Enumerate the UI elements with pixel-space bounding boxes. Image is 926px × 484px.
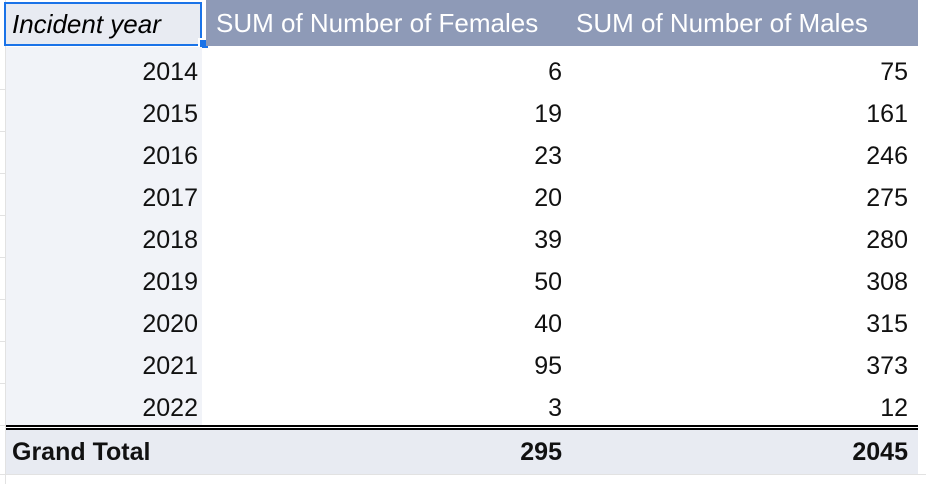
row-year-cell[interactable]: 2021 (6, 341, 202, 383)
row-year-cell[interactable]: 2022 (6, 383, 202, 425)
row-year-cell[interactable]: 2019 (6, 257, 202, 299)
row-males-cell[interactable]: 308 (570, 257, 908, 299)
header-incident-year[interactable]: Incident year (4, 2, 202, 46)
row-males-cell[interactable]: 280 (570, 215, 908, 257)
row-year-cell[interactable]: 2014 (6, 47, 202, 89)
row-females-cell[interactable]: 3 (206, 383, 562, 425)
grand-total-label[interactable]: Grand Total (12, 430, 150, 474)
row-males-cell[interactable]: 246 (570, 131, 908, 173)
row-females-cell[interactable]: 19 (206, 89, 562, 131)
row-males-cell[interactable]: 315 (570, 299, 908, 341)
row-year-cell[interactable]: 2015 (6, 89, 202, 131)
grand-total-row[interactable]: Grand Total 295 2045 (6, 430, 918, 474)
header-sum-males[interactable]: SUM of Number of Males (570, 0, 918, 46)
row-males-cell[interactable]: 75 (570, 47, 908, 89)
row-females-cell[interactable]: 39 (206, 215, 562, 257)
grand-total-males[interactable]: 2045 (570, 430, 908, 474)
row-year-cell[interactable]: 2016 (6, 131, 202, 173)
row-males-cell[interactable]: 161 (570, 89, 908, 131)
table-row[interactable]: 2014 6 75 (0, 47, 918, 89)
table-row[interactable]: 2015 19 161 (0, 89, 918, 131)
table-row[interactable]: 2016 23 246 (0, 131, 918, 173)
row-females-cell[interactable]: 50 (206, 257, 562, 299)
table-row[interactable]: 2021 95 373 (0, 341, 918, 383)
sheet-gridline (0, 474, 926, 475)
row-males-cell[interactable]: 275 (570, 173, 908, 215)
table-row[interactable]: 2022 3 12 (0, 383, 918, 425)
row-year-cell[interactable]: 2018 (6, 215, 202, 257)
grand-total-females[interactable]: 295 (206, 430, 562, 474)
row-females-cell[interactable]: 40 (206, 299, 562, 341)
table-row[interactable]: 2020 40 315 (0, 299, 918, 341)
row-year-cell[interactable]: 2020 (6, 299, 202, 341)
row-females-cell[interactable]: 20 (206, 173, 562, 215)
row-females-cell[interactable]: 6 (206, 47, 562, 89)
row-females-cell[interactable]: 23 (206, 131, 562, 173)
table-row[interactable]: 2018 39 280 (0, 215, 918, 257)
pivot-header-row: Incident year SUM of Number of Females S… (0, 0, 918, 46)
table-row[interactable]: 2017 20 275 (0, 173, 918, 215)
row-females-cell[interactable]: 95 (206, 341, 562, 383)
row-males-cell[interactable]: 373 (570, 341, 908, 383)
row-year-cell[interactable]: 2017 (6, 173, 202, 215)
header-sum-females[interactable]: SUM of Number of Females (206, 0, 570, 46)
row-males-cell[interactable]: 12 (570, 383, 908, 425)
table-row[interactable]: 2019 50 308 (0, 257, 918, 299)
